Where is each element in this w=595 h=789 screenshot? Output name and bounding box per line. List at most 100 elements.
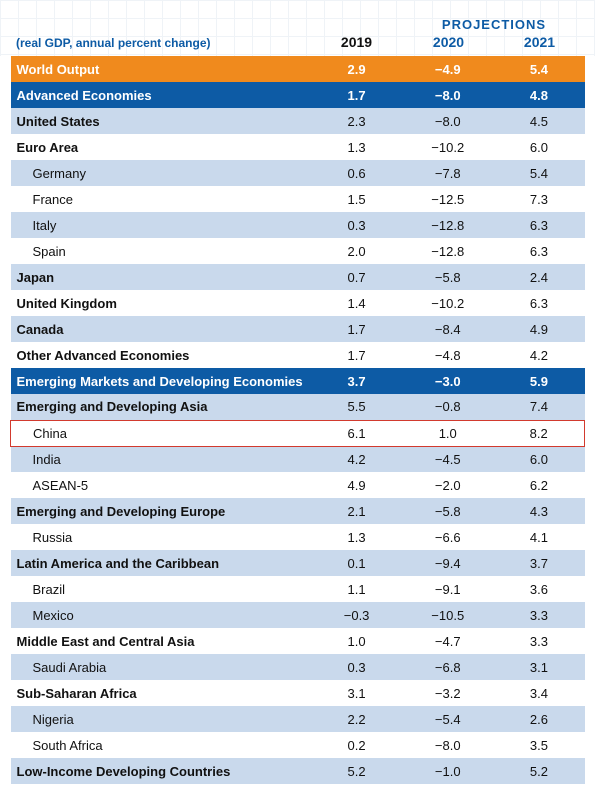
row-value-1: −12.8 [402, 212, 493, 238]
row-name: Sub-Saharan Africa [11, 680, 312, 706]
row-value-2: 3.3 [493, 628, 584, 654]
table-row: Saudi Arabia0.3−6.83.1 [11, 654, 585, 680]
row-name: South Africa [11, 732, 312, 758]
content-wrapper: (real GDP, annual percent change) 2019 P… [10, 8, 585, 784]
table-row: World Output2.9−4.95.4 [11, 56, 585, 82]
row-value-2: 7.4 [493, 394, 584, 420]
row-name: Brazil [11, 576, 312, 602]
row-value-2: 5.4 [493, 160, 584, 186]
row-value-1: −5.4 [402, 706, 493, 732]
table-row: Italy0.3−12.86.3 [11, 212, 585, 238]
row-value-1: −10.2 [402, 134, 493, 160]
row-value-0: 0.3 [311, 654, 402, 680]
table-row: India4.2−4.56.0 [11, 446, 585, 472]
row-value-0: 2.0 [311, 238, 402, 264]
row-value-1: −10.2 [402, 290, 493, 316]
row-value-1: −8.0 [402, 108, 493, 134]
row-value-0: 6.1 [311, 420, 402, 446]
row-value-1: 1.0 [402, 420, 493, 446]
row-name: United Kingdom [11, 290, 312, 316]
gdp-table-body: World Output2.9−4.95.4Advanced Economies… [11, 56, 585, 784]
row-value-2: 3.3 [493, 602, 584, 628]
row-value-1: −6.8 [402, 654, 493, 680]
row-name: Low-Income Developing Countries [11, 758, 312, 784]
row-name: ASEAN-5 [11, 472, 312, 498]
row-value-1: −7.8 [402, 160, 493, 186]
row-name: United States [11, 108, 312, 134]
row-value-1: −4.8 [402, 342, 493, 368]
table-row: South Africa0.2−8.03.5 [11, 732, 585, 758]
row-value-2: 5.2 [493, 758, 584, 784]
projection-year-headers: 2020 2021 [403, 34, 585, 56]
row-name: Emerging and Developing Europe [11, 498, 312, 524]
row-value-0: 2.2 [311, 706, 402, 732]
row-value-2: 6.3 [493, 290, 584, 316]
table-row: ASEAN-54.9−2.06.2 [11, 472, 585, 498]
row-value-1: −2.0 [402, 472, 493, 498]
row-value-0: 2.1 [311, 498, 402, 524]
row-name: Latin America and the Caribbean [11, 550, 312, 576]
row-value-2: 3.1 [493, 654, 584, 680]
row-value-2: 3.6 [493, 576, 584, 602]
row-name: Saudi Arabia [11, 654, 312, 680]
row-value-2: 2.6 [493, 706, 584, 732]
row-value-2: 4.9 [493, 316, 584, 342]
row-name: France [11, 186, 312, 212]
projections-header: PROJECTIONS 2020 2021 [403, 17, 585, 56]
row-name: Mexico [11, 602, 312, 628]
table-row: Emerging and Developing Europe2.1−5.84.3 [11, 498, 585, 524]
table-row: Euro Area1.3−10.26.0 [11, 134, 585, 160]
row-value-2: 3.5 [493, 732, 584, 758]
table-row: Sub-Saharan Africa3.1−3.23.4 [11, 680, 585, 706]
row-value-0: 4.2 [311, 446, 402, 472]
row-value-2: 2.4 [493, 264, 584, 290]
row-value-1: −12.5 [402, 186, 493, 212]
header-row: (real GDP, annual percent change) 2019 P… [10, 8, 585, 56]
row-value-0: 3.1 [311, 680, 402, 706]
year-columns: 2019 [310, 34, 403, 56]
row-value-0: −0.3 [311, 602, 402, 628]
row-name: Emerging Markets and Developing Economie… [11, 368, 312, 394]
table-row: Advanced Economies1.7−8.04.8 [11, 82, 585, 108]
row-value-1: −3.0 [402, 368, 493, 394]
row-name: Canada [11, 316, 312, 342]
projections-label: PROJECTIONS [403, 17, 585, 32]
row-value-0: 1.7 [311, 342, 402, 368]
row-value-1: −12.8 [402, 238, 493, 264]
row-value-1: −4.7 [402, 628, 493, 654]
table-row: Spain2.0−12.86.3 [11, 238, 585, 264]
table-row: France1.5−12.57.3 [11, 186, 585, 212]
row-name: Spain [11, 238, 312, 264]
row-value-2: 6.2 [493, 472, 584, 498]
row-value-2: 4.8 [493, 82, 584, 108]
row-value-2: 4.5 [493, 108, 584, 134]
row-value-2: 6.0 [493, 446, 584, 472]
table-row: Nigeria2.2−5.42.6 [11, 706, 585, 732]
row-value-2: 8.2 [493, 420, 584, 446]
row-value-0: 1.3 [311, 134, 402, 160]
table-row: Emerging Markets and Developing Economie… [11, 368, 585, 394]
row-value-2: 5.4 [493, 56, 584, 82]
row-value-1: −9.4 [402, 550, 493, 576]
row-value-1: −1.0 [402, 758, 493, 784]
table-row: China6.11.08.2 [11, 420, 585, 446]
row-value-0: 0.1 [311, 550, 402, 576]
row-value-0: 0.3 [311, 212, 402, 238]
row-name: Nigeria [11, 706, 312, 732]
row-value-0: 2.3 [311, 108, 402, 134]
table-row: United Kingdom1.4−10.26.3 [11, 290, 585, 316]
row-value-1: −8.0 [402, 732, 493, 758]
row-name: Middle East and Central Asia [11, 628, 312, 654]
row-name: India [11, 446, 312, 472]
col-header-2021: 2021 [494, 34, 585, 56]
row-value-2: 6.3 [493, 238, 584, 264]
row-value-0: 3.7 [311, 368, 402, 394]
row-name: Other Advanced Economies [11, 342, 312, 368]
table-row: Brazil1.1−9.13.6 [11, 576, 585, 602]
row-value-1: −0.8 [402, 394, 493, 420]
table-row: Other Advanced Economies1.7−4.84.2 [11, 342, 585, 368]
table-row: Canada1.7−8.44.9 [11, 316, 585, 342]
row-name: Euro Area [11, 134, 312, 160]
row-name: Japan [11, 264, 312, 290]
col-header-2020: 2020 [403, 34, 494, 56]
